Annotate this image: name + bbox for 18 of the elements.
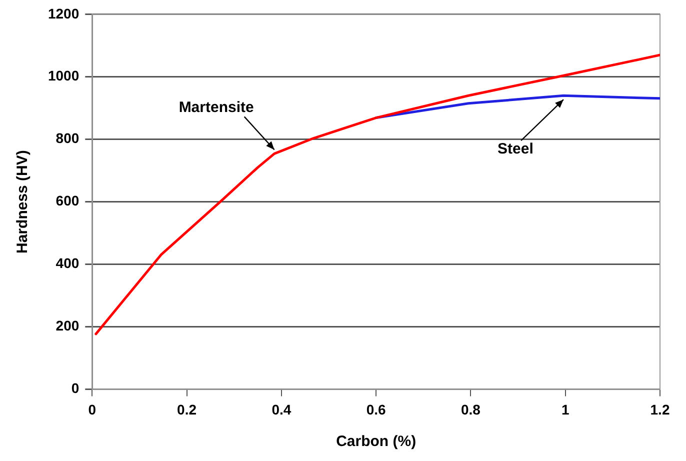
y-tick-label: 200 [56,318,80,334]
x-tick-label: 1 [561,401,570,418]
x-tick-label: 0.8 [460,401,481,418]
annotation: Steel [498,140,534,158]
y-tick-label: 0 [71,380,80,396]
x-tick-label: 0.4 [272,401,292,418]
x-tick-label: 0.6 [366,401,386,418]
y-tick-label: 1000 [48,68,80,84]
y-tick-label: 800 [56,130,80,146]
x-axis-title: Carbon (%) [336,433,416,450]
y-axis-title: Hardness (HV) [14,150,32,254]
y-tick-label: 1200 [48,5,80,22]
annotation: Martensite [178,98,254,116]
x-tick-label: 0.2 [177,401,197,418]
x-tick-label: 1.2 [650,401,670,418]
x-tick-label: 0 [88,401,96,418]
y-tick-label: 400 [56,255,80,272]
y-tick-label: 600 [56,192,80,209]
